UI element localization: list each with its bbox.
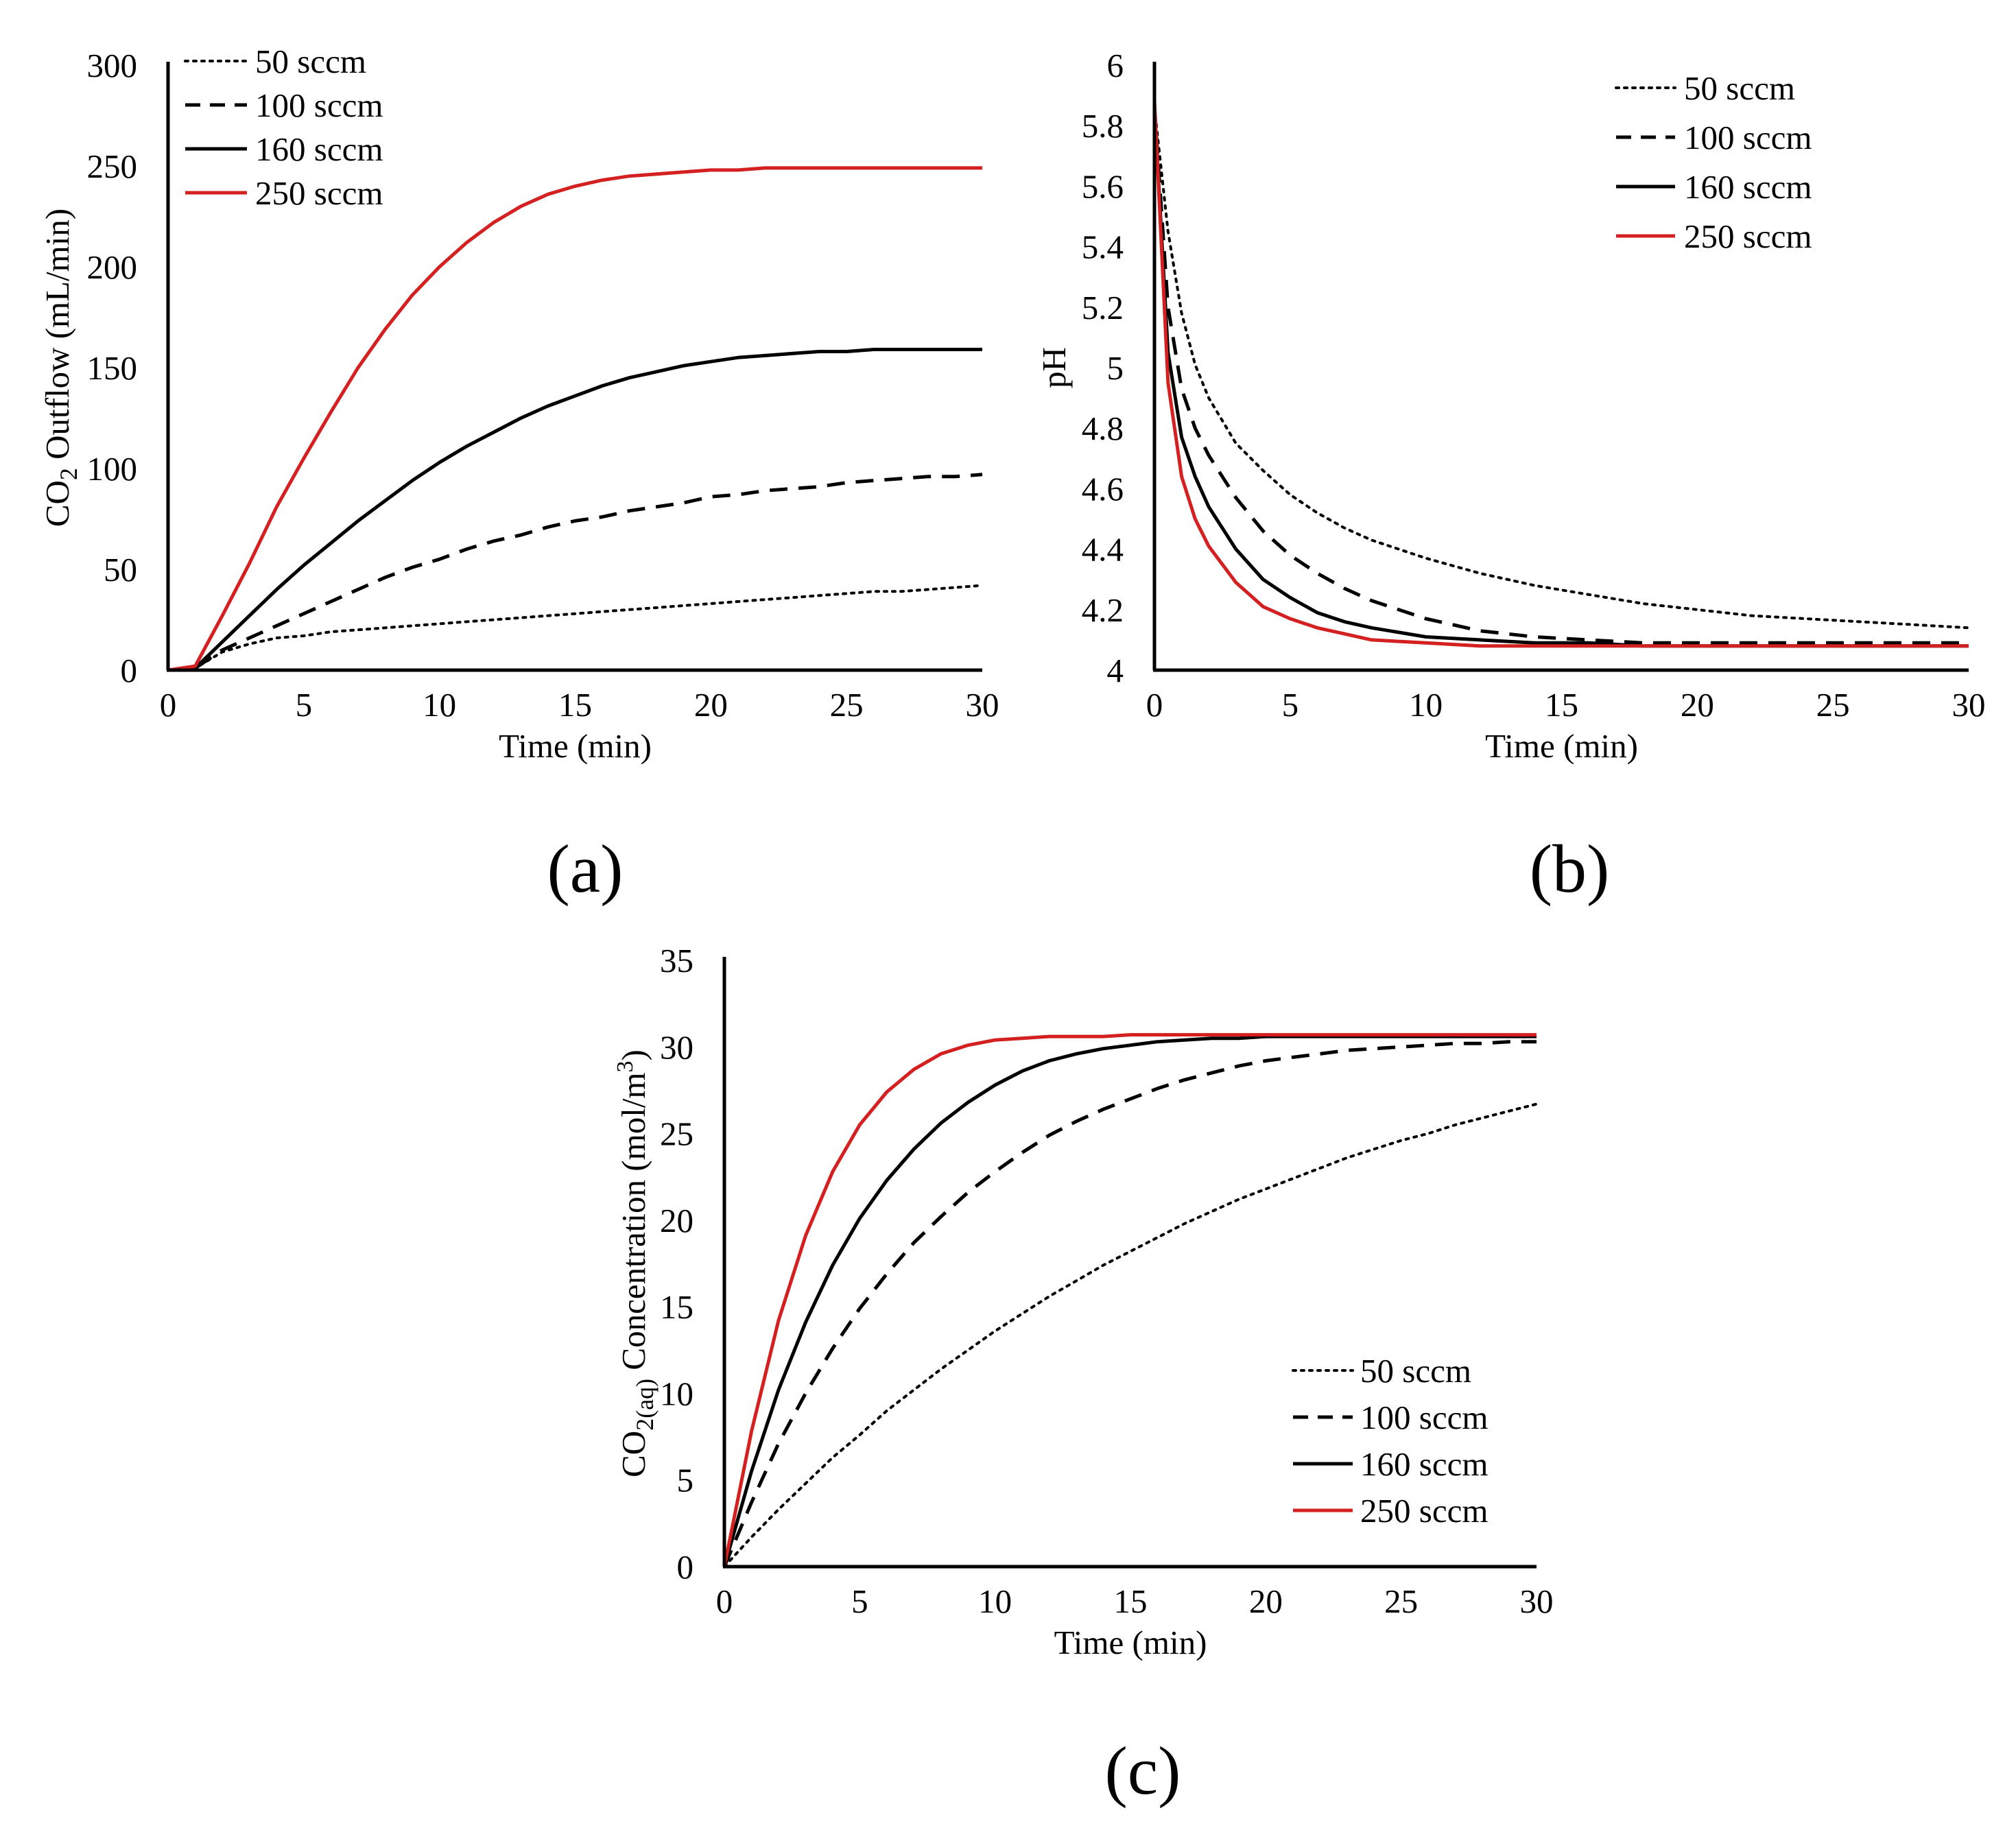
y-tick-label: 0 — [677, 1548, 694, 1586]
y-tick-label: 4.2 — [1082, 591, 1124, 629]
panel-caption: (c) — [1105, 1733, 1181, 1809]
x-tick-label: 30 — [1520, 1582, 1554, 1620]
panel-caption: (b) — [1530, 831, 1610, 907]
y-axis-label-main: CO — [38, 480, 76, 527]
x-tick-label: 15 — [1114, 1582, 1148, 1620]
x-axis-label: Time (min) — [1054, 1624, 1207, 1661]
legend-label: 250 sccm — [1360, 1492, 1488, 1530]
y-axis-label: CO2(aq) Concentration (mol/m3) — [613, 1049, 659, 1477]
x-tick-label: 30 — [1952, 686, 1986, 724]
legend-label: 50 sccm — [1360, 1352, 1471, 1390]
series-line-50-sccm — [723, 1102, 1538, 1568]
x-tick-label: 30 — [966, 686, 999, 724]
y-tick-label: 35 — [660, 942, 693, 979]
x-tick-label: 0 — [716, 1582, 733, 1620]
x-axis-label: Time (min) — [1485, 727, 1638, 765]
y-tick-label: 200 — [87, 248, 138, 286]
y-tick-label: 4.4 — [1082, 531, 1124, 569]
x-tick-label: 20 — [694, 686, 728, 724]
x-tick-label: 15 — [1545, 686, 1578, 724]
legend-label: 250 sccm — [1684, 217, 1812, 255]
legend: 50 sccm 100 sccm 160 sccm 250 sccm — [1292, 1352, 1488, 1530]
legend-label: 50 sccm — [255, 43, 366, 80]
x-axis-label: Time (min) — [499, 727, 652, 765]
x-tick-label: 5 — [296, 686, 313, 724]
y-tick-label: 4 — [1107, 652, 1124, 689]
legend-label: 160 sccm — [1684, 168, 1812, 206]
y-axis-label-superscript: 3 — [613, 1060, 638, 1072]
series-line-250-sccm — [722, 1033, 1537, 1567]
x-tick-label: 0 — [1146, 686, 1163, 724]
y-tick-label: 250 — [87, 147, 138, 185]
y-tick-label: 25 — [660, 1115, 693, 1153]
legend-label: 100 sccm — [1360, 1399, 1488, 1436]
panel-c-co2aq-concentration-chart: 0 5 10 15 20 25 30 0 5 10 15 20 25 30 35 Time (min) CO2(… — [613, 942, 1554, 1809]
y-axis-label-main: pH — [1035, 347, 1073, 388]
y-tick-label: 10 — [660, 1375, 693, 1412]
legend-label: 50 sccm — [1684, 69, 1795, 107]
series-line-160-sccm — [167, 348, 982, 672]
series-line-100-sccm — [167, 473, 983, 672]
x-tick-label: 25 — [1816, 686, 1850, 724]
series-line-250-sccm — [167, 166, 982, 672]
y-tick-label: 20 — [660, 1202, 693, 1239]
y-axis-label-subscript: 2(aq) — [631, 1379, 659, 1431]
legend-label: 250 sccm — [255, 174, 383, 212]
x-tick-label: 5 — [851, 1582, 868, 1620]
y-tick-label: 5.4 — [1082, 228, 1124, 266]
legend-label: 160 sccm — [255, 130, 383, 168]
legend: 50 sccm 100 sccm 160 sccm 250 sccm — [184, 43, 383, 212]
x-tick-label: 10 — [423, 686, 456, 724]
y-tick-label: 50 — [104, 551, 137, 589]
y-axis-label-close: ) — [615, 1049, 652, 1060]
x-tick-label: 10 — [1409, 686, 1443, 724]
legend-label: 160 sccm — [1360, 1445, 1488, 1483]
series-line-250-sccm — [1152, 101, 1969, 648]
y-tick-label: 30 — [660, 1028, 693, 1066]
x-tick-label: 15 — [558, 686, 592, 724]
y-tick-label: 4.6 — [1082, 470, 1124, 508]
y-axis-label-rest: Concentration (mol/m — [615, 1072, 652, 1378]
legend: 50 sccm 100 sccm 160 sccm 250 sccm — [1615, 69, 1812, 255]
y-tick-label: 5.2 — [1082, 289, 1124, 326]
x-tick-label: 5 — [1282, 686, 1299, 724]
legend-label: 100 sccm — [255, 86, 383, 124]
x-tick-label: 20 — [1681, 686, 1714, 724]
x-tick-label: 25 — [1384, 1582, 1418, 1620]
x-tick-label: 0 — [160, 686, 177, 724]
panel-caption: (a) — [547, 831, 624, 907]
series-line-100-sccm — [1152, 107, 1969, 645]
legend-label: 100 sccm — [1684, 119, 1812, 156]
y-tick-label: 100 — [87, 450, 138, 488]
series-line-100-sccm — [722, 1040, 1537, 1567]
series-line-50-sccm — [167, 584, 984, 672]
y-tick-label: 5.8 — [1082, 107, 1124, 145]
y-tick-label: 15 — [660, 1288, 693, 1326]
y-tick-label: 4.8 — [1082, 409, 1124, 447]
y-tick-label: 5 — [677, 1462, 694, 1499]
y-axis-label: CO2 Outflow (mL/min) — [38, 209, 82, 527]
x-tick-label: 10 — [978, 1582, 1012, 1620]
x-tick-label: 25 — [830, 686, 864, 724]
y-tick-label: 150 — [87, 349, 138, 387]
x-tick-label: 20 — [1249, 1582, 1283, 1620]
y-axis-label-subscript: 2 — [55, 468, 82, 480]
y-axis-label-main: CO — [615, 1431, 652, 1477]
y-tick-label: 5 — [1107, 349, 1124, 387]
y-axis-label-rest: Outflow (mL/min) — [38, 209, 76, 468]
y-tick-label: 0 — [121, 652, 138, 689]
y-tick-label: 300 — [87, 47, 138, 84]
panel-b-ph-chart: 0 5 10 15 20 25 30 4 4.2 4.4 4.6 4.8 5 5.2 5.4 5.6 5.8 6 T… — [1035, 47, 1986, 907]
y-tick-label: 6 — [1107, 47, 1124, 84]
y-axis-label: pH — [1035, 347, 1073, 388]
series-line-50-sccm — [1153, 106, 1970, 630]
y-tick-label: 5.6 — [1082, 167, 1124, 205]
